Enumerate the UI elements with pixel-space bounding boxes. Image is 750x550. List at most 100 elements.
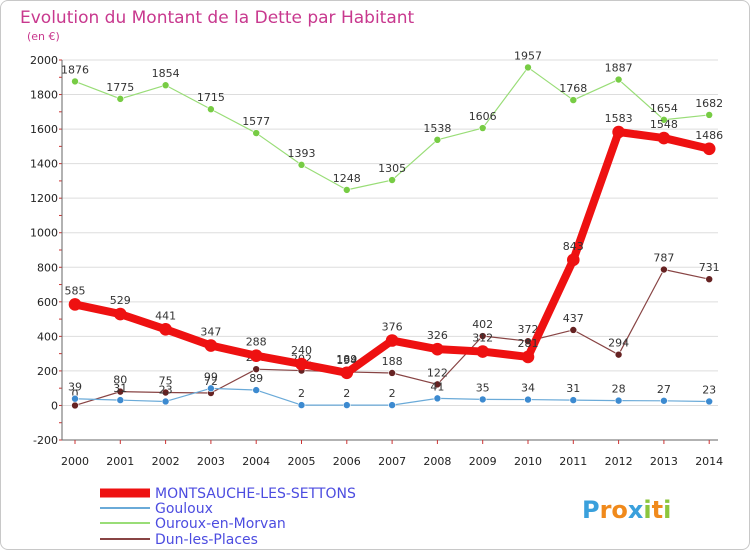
data-label: 1486 (695, 129, 723, 142)
data-point (433, 380, 442, 389)
series-2: 39 31 23 99 89 2 2 2 41 35 34 31 28 27 23 (68, 370, 716, 409)
data-label: 529 (110, 294, 131, 307)
data-label: 585 (65, 284, 86, 297)
y-tick-label: -200 (33, 434, 58, 447)
data-point (159, 322, 172, 336)
data-point (521, 350, 535, 364)
data-label: 1538 (423, 122, 451, 135)
data-point (297, 161, 306, 169)
data-label: 1775 (106, 81, 134, 94)
y-tick-label: 800 (37, 261, 58, 274)
legend-entry: Dun-les-Places (155, 532, 258, 548)
data-label: 41 (430, 380, 444, 393)
data-point (569, 326, 578, 334)
data-point (702, 142, 716, 156)
data-label: 122 (427, 366, 448, 379)
data-label: 1682 (695, 97, 723, 110)
data-label: 2 (389, 387, 396, 400)
data-point (161, 397, 170, 406)
data-point (478, 332, 487, 340)
data-label: 441 (155, 309, 176, 322)
data-label: 281 (518, 337, 539, 350)
y-tick-label: 1000 (30, 227, 58, 240)
data-point (116, 396, 125, 404)
svg-text:Proxiti: Proxiti (582, 496, 671, 524)
data-label: 2 (343, 387, 350, 400)
data-point (524, 63, 532, 72)
data-label: 1715 (197, 91, 225, 104)
data-label: 23 (702, 383, 716, 396)
data-point (252, 386, 261, 394)
data-label: 1393 (288, 147, 316, 160)
data-label: 0 (72, 387, 79, 400)
x-tick-label: 2013 (650, 455, 678, 468)
x-tick-label: 2014 (695, 455, 723, 468)
data-label: 35 (476, 381, 490, 394)
data-label: 39 (68, 381, 82, 394)
x-tick-label: 2010 (514, 455, 542, 468)
x-tick-label: 2003 (197, 455, 225, 468)
data-point (614, 350, 623, 359)
data-label: 376 (382, 321, 403, 334)
data-label: 1577 (242, 115, 270, 128)
legend-entry: Ouroux-en-Morvan (155, 516, 286, 532)
data-label: 787 (653, 252, 674, 265)
x-tick-label: 2011 (559, 455, 587, 468)
data-label: 31 (566, 382, 580, 395)
data-point (433, 136, 442, 144)
data-label: 80 (113, 374, 127, 387)
x-tick-label: 2008 (423, 455, 451, 468)
data-point (478, 395, 487, 404)
data-label: 34 (521, 382, 535, 395)
x-tick-label: 2005 (288, 455, 316, 468)
x-tick-label: 2012 (605, 455, 633, 468)
data-label: 89 (249, 372, 263, 385)
data-point (660, 396, 668, 405)
data-label: 1768 (559, 82, 587, 95)
data-point (204, 339, 218, 352)
data-point (388, 401, 396, 409)
data-point (569, 396, 578, 404)
x-tick-label: 2001 (106, 455, 134, 468)
y-tick-label: 1400 (30, 158, 58, 171)
data-point (705, 397, 714, 406)
data-point (114, 307, 127, 321)
data-label: 372 (518, 323, 539, 336)
data-label: 1548 (650, 118, 678, 131)
data-point (388, 176, 396, 184)
data-label: 31 (113, 382, 127, 395)
data-label: 72 (204, 375, 218, 388)
data-label: 28 (612, 383, 626, 396)
data-label: 437 (563, 312, 584, 325)
data-label: 75 (159, 375, 173, 388)
data-label: 1305 (378, 162, 406, 175)
y-tick-label: 600 (37, 296, 58, 309)
data-point (705, 111, 714, 119)
data-point (524, 395, 532, 404)
data-point (116, 95, 125, 103)
x-tick-label: 2000 (61, 455, 89, 468)
data-label: 843 (563, 240, 584, 253)
data-label: 288 (246, 336, 267, 349)
data-point (478, 124, 487, 132)
data-point (207, 384, 215, 393)
data-point (249, 349, 263, 363)
data-point (252, 129, 261, 137)
data-point (71, 394, 79, 403)
data-label: 294 (608, 337, 629, 350)
data-label: 27 (657, 383, 671, 396)
series-1: 585 529 441 347 288 240 189 376 326 312 281 843 1583… (65, 112, 723, 380)
series-3: 1876 1775 1854 1715 1577 1393 1248 1305 1538 1606… (61, 49, 723, 194)
data-label: 312 (472, 332, 493, 345)
data-label: 188 (382, 355, 403, 368)
data-point (340, 366, 354, 380)
data-label: 326 (427, 329, 448, 342)
data-point (476, 345, 490, 358)
data-label: 1957 (514, 49, 542, 62)
data-label: 347 (200, 326, 221, 339)
data-label: 731 (699, 261, 720, 274)
x-tick-label: 2007 (378, 455, 406, 468)
y-tick-label: 1200 (30, 192, 58, 205)
data-point (614, 396, 623, 405)
